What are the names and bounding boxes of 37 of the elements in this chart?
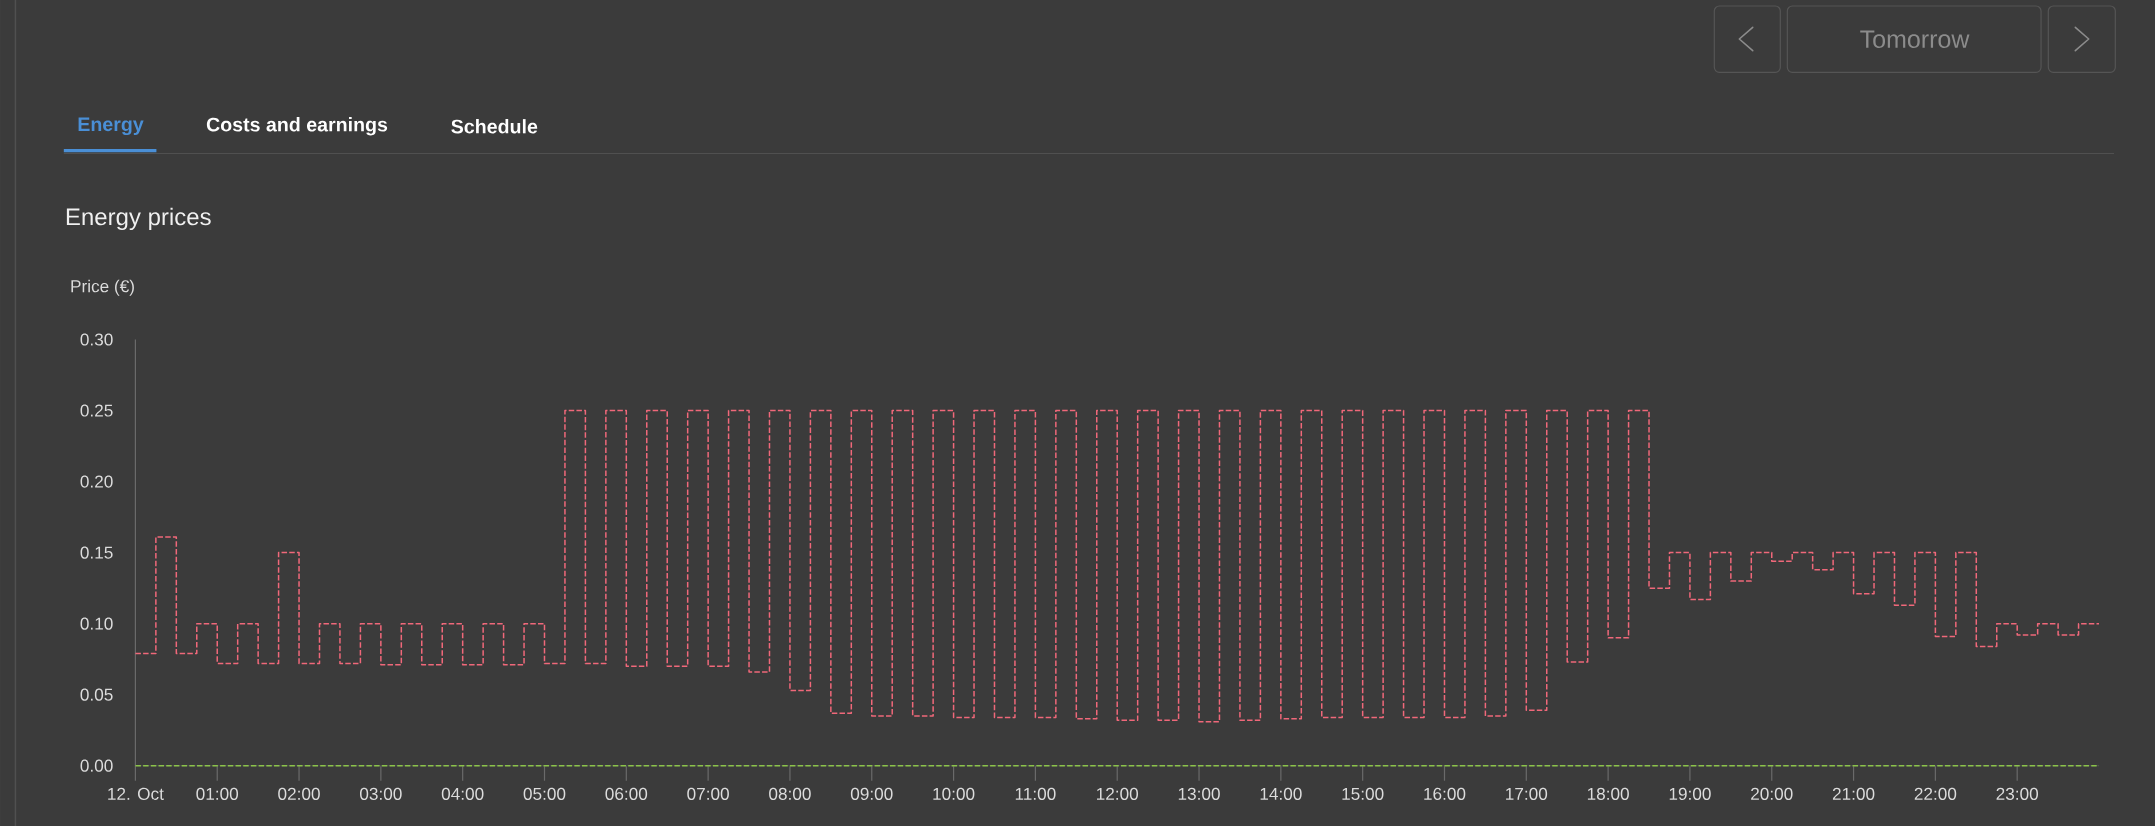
x-tick-label: 14:00	[1260, 787, 1302, 800]
x-tick-label: 12:00	[1097, 787, 1139, 800]
text: Costs and earnings	[206, 117, 388, 136]
x-tick-label: 16:00	[1424, 787, 1466, 800]
text: Schedule	[451, 119, 538, 134]
x-tick-label: 12. Oct	[108, 787, 164, 800]
x-tick-label: 19:00	[1669, 787, 1711, 800]
x-tick-label: 22:00	[1914, 787, 1957, 800]
x-tick-label: 15:00	[1342, 787, 1384, 800]
chart-title: Energy prices	[66, 207, 211, 231]
x-tick-label: 07:00	[687, 787, 729, 800]
x-tick-label: 02:00	[278, 787, 320, 800]
x-tick-label: 17:00	[1506, 787, 1548, 800]
x-tick-label: 20:00	[1751, 787, 1793, 800]
y-tick-label: 0.30	[80, 333, 113, 346]
x-tick-label: 13:00	[1178, 787, 1220, 800]
x-tick-label: 23:00	[1996, 787, 2039, 800]
x-tick-label: 01:00	[196, 787, 239, 800]
x-tick-label: 06:00	[605, 787, 648, 800]
x-tick-label: 04:00	[441, 787, 484, 800]
x-tick-label: 21:00	[1832, 787, 1875, 800]
y-tick-label: 0.10	[80, 617, 113, 630]
x-tick-label: 10:00	[933, 787, 975, 800]
x-tick-label: 11:00	[1015, 787, 1056, 800]
y-tick-label: 0.15	[80, 546, 113, 559]
y-tick-label: 0.20	[80, 475, 113, 488]
text: Tomorrow	[1860, 30, 1970, 49]
text: Energy	[78, 117, 144, 136]
y-tick-label: 0.05	[80, 688, 113, 701]
x-tick-label: 08:00	[769, 787, 811, 800]
x-tick-label: 18:00	[1587, 787, 1629, 800]
y-tick-label: 0.25	[80, 404, 113, 417]
x-tick-label: 09:00	[850, 787, 893, 800]
y-axis-title: Price (€)	[71, 279, 134, 296]
x-tick-label: 05:00	[523, 787, 566, 800]
x-tick-label: 03:00	[360, 787, 402, 800]
y-tick-label: 0.00	[80, 759, 113, 772]
